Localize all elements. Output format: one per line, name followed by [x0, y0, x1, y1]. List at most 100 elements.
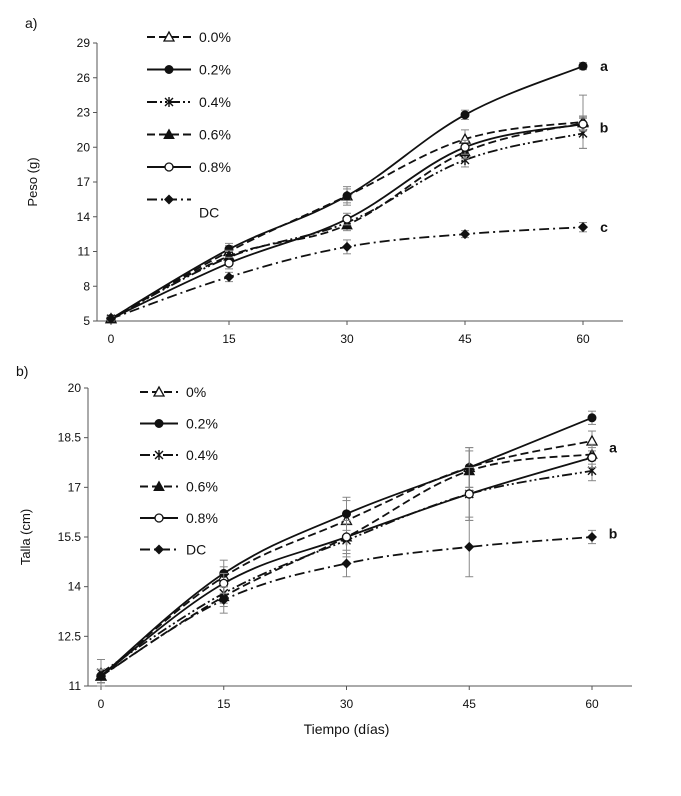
- x-tick-label: 60: [576, 332, 590, 346]
- y-tick-label: 26: [77, 71, 91, 85]
- data-point-marker: [96, 671, 106, 682]
- legend-marker: [162, 30, 176, 42]
- data-point-marker: [341, 532, 352, 542]
- y-tick-label: 11: [69, 679, 82, 693]
- x-tick-label: 45: [458, 332, 472, 346]
- data-point-marker: [342, 509, 351, 519]
- legend-entry: 0.2%: [140, 416, 218, 432]
- legend-entry: DC: [147, 194, 219, 221]
- x-tick-label: 0: [108, 332, 115, 346]
- y-tick-label: 12.5: [58, 629, 82, 643]
- legend-marker: [152, 385, 166, 397]
- data-point-marker: [460, 142, 470, 152]
- legend-label: DC: [199, 205, 219, 221]
- series-line: [100, 536, 593, 677]
- data-point-marker: [587, 452, 597, 463]
- panel-b-length-chart: b) 11 12.5 14 15.5 17 18.5 20 0 15 30 45 60 Talla (cm…: [16, 363, 632, 737]
- data-point-marker: [224, 258, 234, 268]
- data-point-marker: [342, 191, 352, 201]
- legend-entry: DC: [140, 542, 206, 558]
- data-point-marker: [218, 594, 229, 605]
- data-point-marker: [342, 241, 352, 252]
- legend-marker: [154, 544, 164, 555]
- data-point-marker: [464, 489, 474, 499]
- y-tick-label: 14: [68, 580, 82, 594]
- x-tick-label: 60: [585, 697, 599, 711]
- panel-label: b): [16, 363, 28, 379]
- significance-letter: a: [609, 440, 617, 456]
- y-tick-label: 20: [77, 140, 91, 154]
- legend-label: 0.2%: [186, 416, 218, 432]
- legend-marker: [154, 450, 164, 460]
- panel-label: a): [25, 15, 37, 31]
- y-tick-label: 14: [77, 210, 91, 224]
- legend-label: 0.4%: [199, 94, 231, 110]
- legend-marker: [164, 194, 174, 205]
- x-tick-label: 30: [340, 697, 354, 711]
- legend-label: 0.8%: [186, 510, 218, 526]
- data-point-marker: [585, 434, 599, 446]
- legend-entry: 0.4%: [147, 94, 231, 110]
- data-point-marker: [464, 541, 475, 552]
- data-point-marker: [341, 558, 352, 569]
- legend-label: 0.8%: [199, 159, 231, 175]
- y-axis-label: Talla (cm): [18, 509, 33, 565]
- data-point-marker: [587, 413, 597, 423]
- legend-marker: [164, 65, 174, 74]
- y-tick-label: 15.5: [58, 530, 82, 544]
- y-tick-label: 20: [68, 381, 82, 395]
- legend-entry: 0.4%: [140, 447, 218, 463]
- data-point-marker: [106, 313, 116, 324]
- data-point-marker: [460, 110, 470, 120]
- series-0.8%: [106, 116, 588, 324]
- y-tick-label: 18.5: [58, 431, 82, 445]
- panel-a-weight-chart: a) 5 8 11 14 17 20 23 26 29 0 15 30 45 60 Peso (g) 0.0% 0…: [25, 15, 623, 346]
- legend-label: 0.2%: [199, 62, 231, 78]
- legend-label: 0.4%: [186, 447, 218, 463]
- y-tick-label: 11: [78, 245, 91, 259]
- data-point-marker: [342, 214, 352, 224]
- data-point-marker: [578, 222, 588, 233]
- legend-entry: 0.2%: [147, 62, 231, 78]
- significance-letter: c: [600, 219, 608, 235]
- legend-marker: [154, 419, 164, 428]
- series-0.0%: [104, 94, 590, 324]
- significance-letter: b: [600, 120, 609, 136]
- y-tick-label: 29: [77, 36, 91, 50]
- legend-marker: [153, 480, 165, 491]
- data-point-marker: [578, 119, 588, 129]
- y-axis-label: Peso (g): [25, 157, 40, 206]
- legend-entry: 0.6%: [140, 479, 218, 495]
- y-tick-label: 8: [83, 279, 90, 293]
- y-tick-label: 5: [83, 314, 90, 328]
- data-point-marker: [587, 532, 597, 542]
- legend-label: DC: [186, 542, 206, 558]
- data-point-marker: [578, 61, 588, 71]
- x-tick-label: 45: [463, 697, 477, 711]
- y-tick-label: 17: [77, 175, 91, 189]
- x-tick-label: 0: [98, 697, 105, 711]
- series-DC: [106, 222, 588, 324]
- legend-label: 0.6%: [199, 127, 231, 143]
- series-0.8%: [96, 447, 597, 684]
- legend-label: 0.0%: [199, 29, 231, 45]
- y-tick-label: 17: [68, 480, 82, 494]
- legend-entry: 0%: [140, 384, 206, 400]
- legend-entry: 0.8%: [147, 159, 231, 175]
- series-DC: [96, 516, 597, 684]
- x-tick-label: 15: [217, 697, 231, 711]
- legend-marker: [164, 97, 174, 107]
- significance-letter: a: [600, 58, 608, 74]
- legend-label: 0%: [186, 384, 206, 400]
- data-point-marker: [219, 578, 229, 589]
- significance-letter: b: [609, 526, 618, 542]
- legend-entry: 0.8%: [140, 510, 218, 526]
- legend-entry: 0.6%: [147, 127, 231, 143]
- x-tick-label: 15: [222, 332, 236, 346]
- legend-marker: [164, 162, 174, 172]
- legend-entry: 0.0%: [147, 29, 231, 45]
- legend-marker: [154, 513, 164, 523]
- legend-marker: [163, 128, 175, 139]
- x-axis-label: Tiempo (días): [304, 721, 390, 737]
